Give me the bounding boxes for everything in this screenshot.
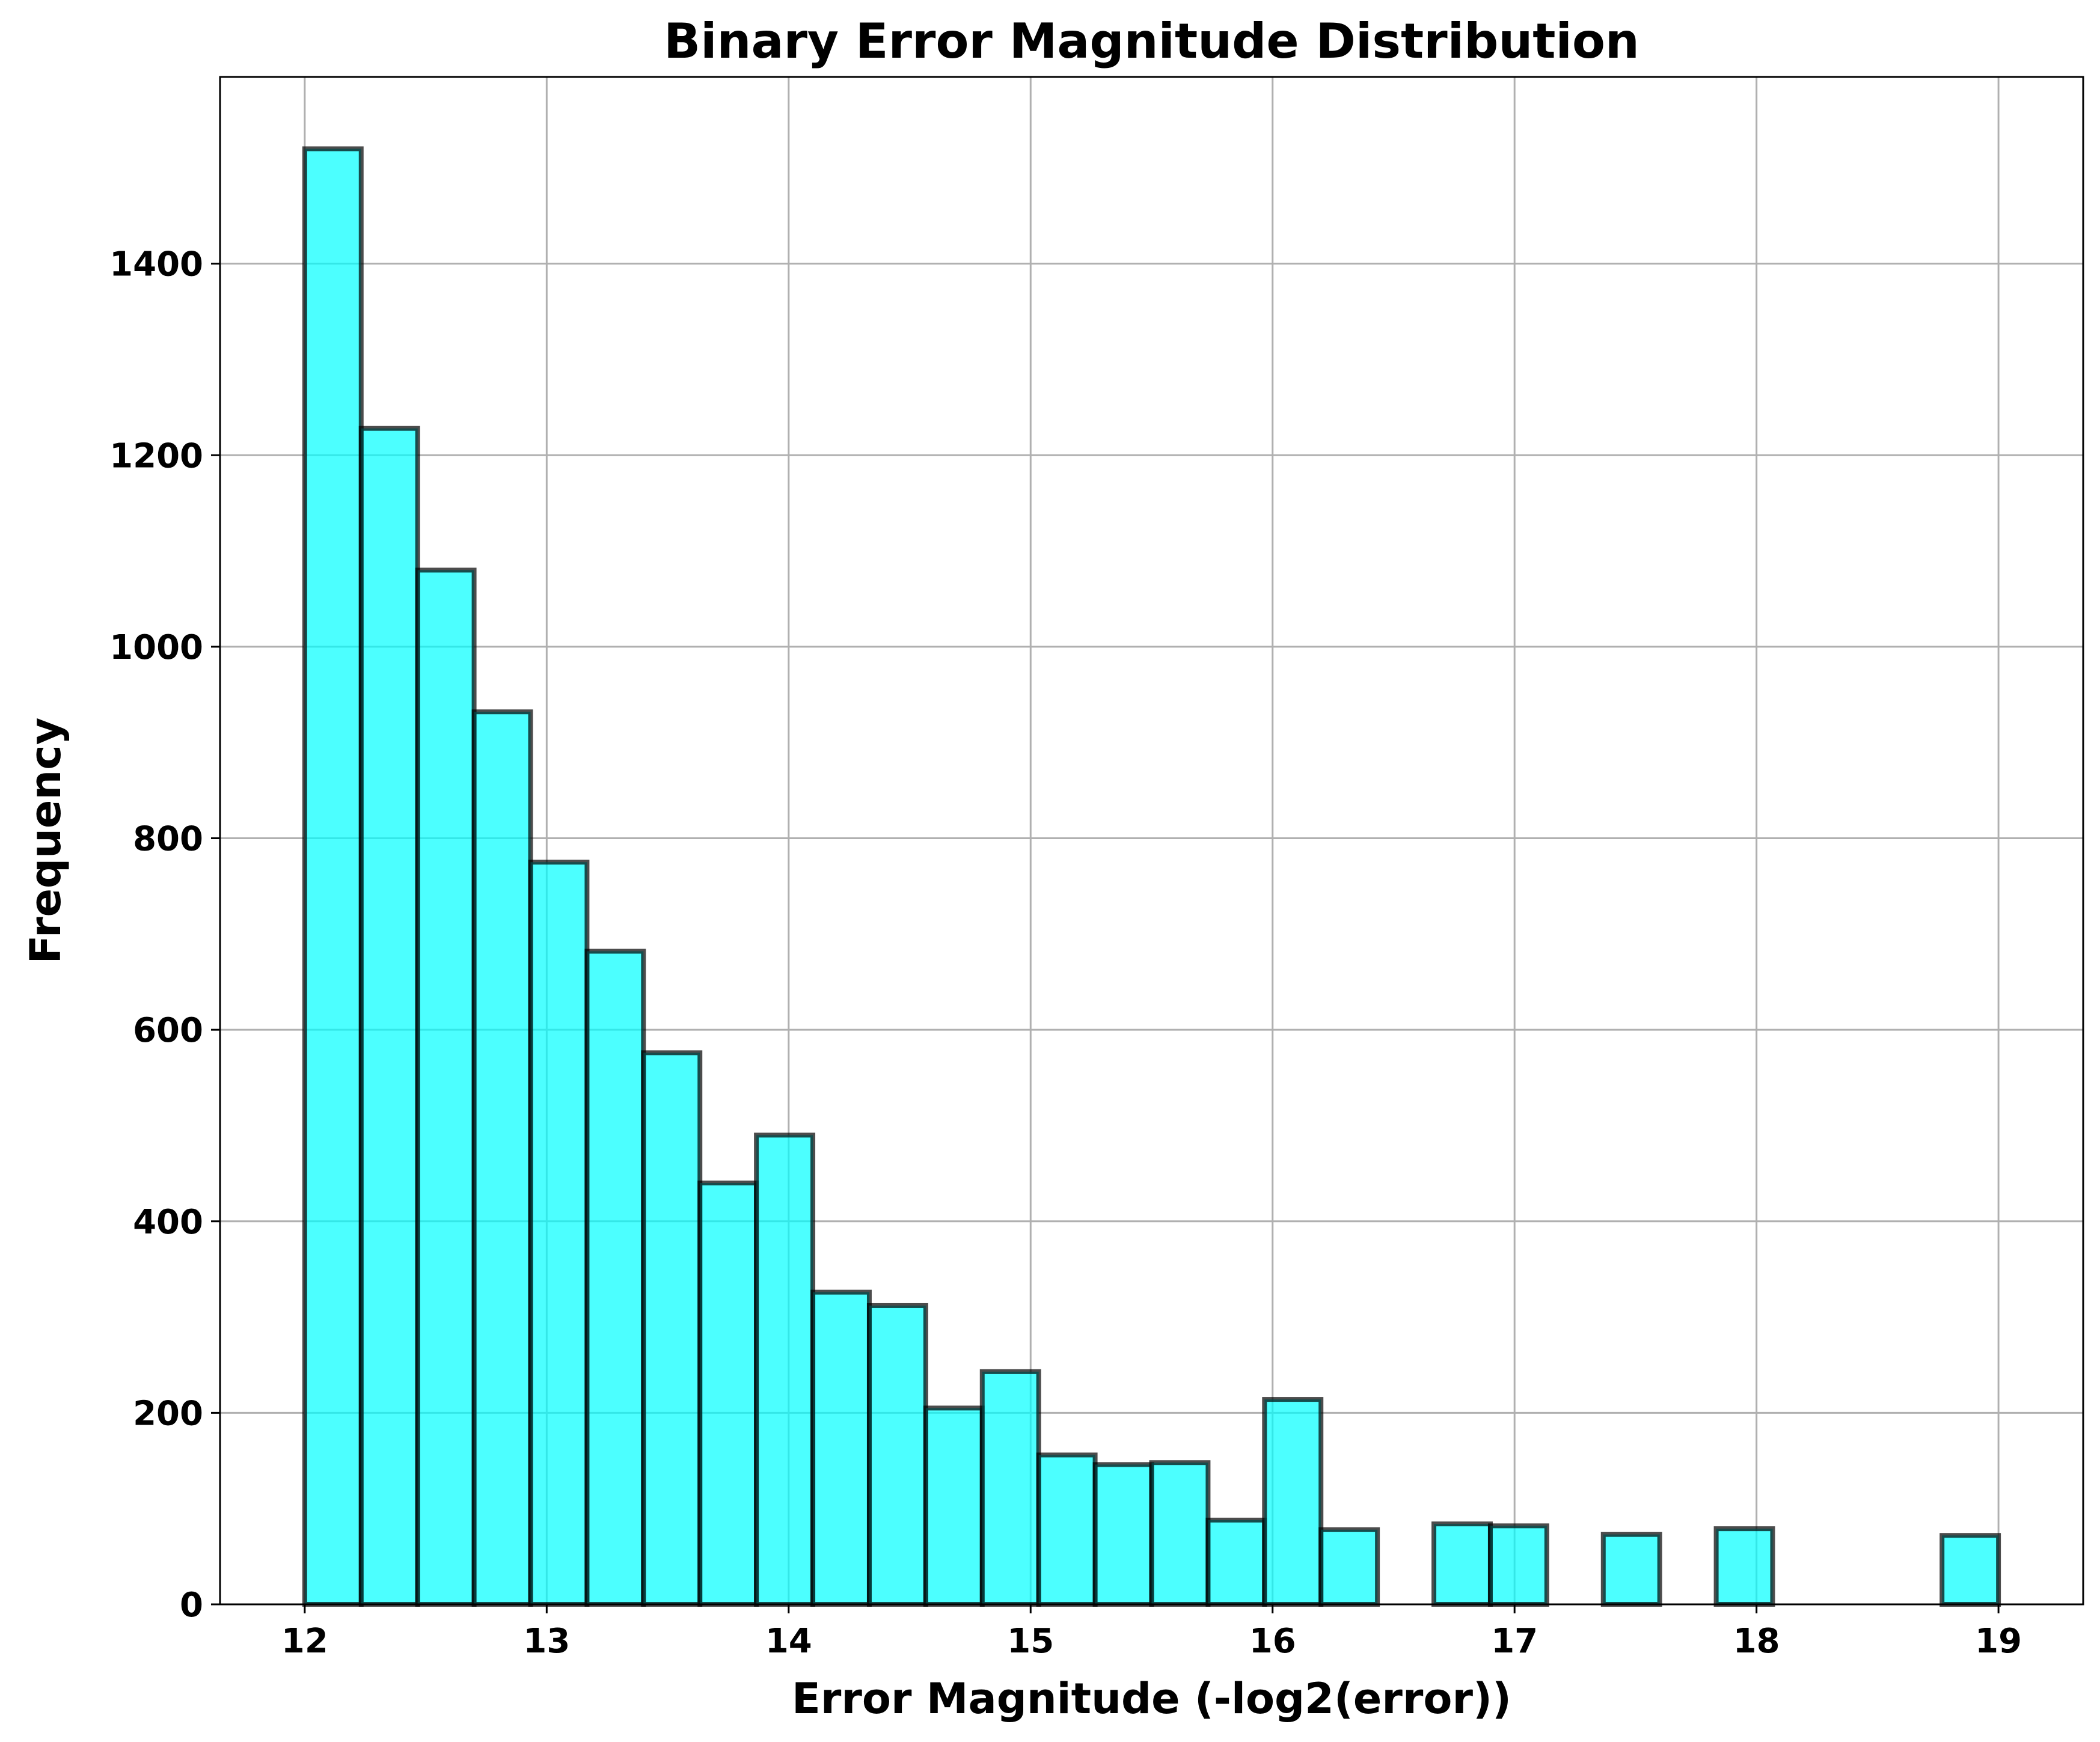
y-tick-label: 1400 [109,245,203,284]
histogram-bar [866,1303,928,1607]
histogram-bar [1036,1452,1098,1607]
histogram-bar [1939,1533,2001,1607]
y-tick-label: 200 [133,1394,203,1433]
histogram-bar [415,567,477,1607]
y-axis-ticks: 0 200 400 600 800 1000 1200 1400 [109,245,220,1625]
y-axis-label: Frequency [21,718,70,964]
histogram-bar [923,1405,985,1607]
y-tick-label: 1200 [109,436,203,475]
y-tick-label: 800 [133,820,203,859]
histogram-bar [1713,1526,1775,1607]
x-tick-label: 16 [1249,1622,1296,1661]
histogram-bar [1318,1527,1380,1607]
histogram-bar [754,1132,816,1607]
y-tick-label: 600 [133,1011,203,1050]
histogram-bar [810,1289,872,1607]
histogram-bar [302,146,364,1607]
histogram-bar [1092,1462,1154,1607]
plot-frame [219,76,2084,1606]
histogram-bars [302,146,2001,1607]
histogram-bar [1487,1523,1549,1607]
y-tick-label: 0 [180,1586,203,1625]
x-tick-label: 12 [281,1622,328,1661]
histogram-bar [471,709,533,1607]
x-axis-label: Error Magnitude (-log2(error)) [792,1674,1511,1723]
x-tick-label: 17 [1491,1622,1538,1661]
histogram-bar [1205,1517,1267,1607]
histogram-bar [358,426,420,1607]
x-axis-ticks: 12 13 14 15 16 17 18 19 [281,1604,2022,1661]
histogram-bar [1262,1397,1324,1607]
x-tick-label: 14 [765,1622,812,1661]
histogram-bar [1600,1532,1662,1607]
histogram-bar [1149,1460,1211,1607]
histogram-bar [584,949,646,1607]
x-tick-label: 19 [1975,1622,2022,1661]
y-tick-label: 1000 [109,628,203,667]
histogram-bar [1431,1521,1493,1607]
x-tick-label: 18 [1733,1622,1780,1661]
chart-title: Binary Error Magnitude Distribution [664,13,1639,69]
x-tick-label: 13 [523,1622,570,1661]
histogram-bar [979,1369,1041,1607]
histogram-bar [528,860,590,1607]
y-tick-label: 400 [133,1203,203,1242]
histogram-bar [697,1181,759,1607]
x-tick-label: 15 [1007,1622,1054,1661]
histogram-bar [641,1050,703,1607]
